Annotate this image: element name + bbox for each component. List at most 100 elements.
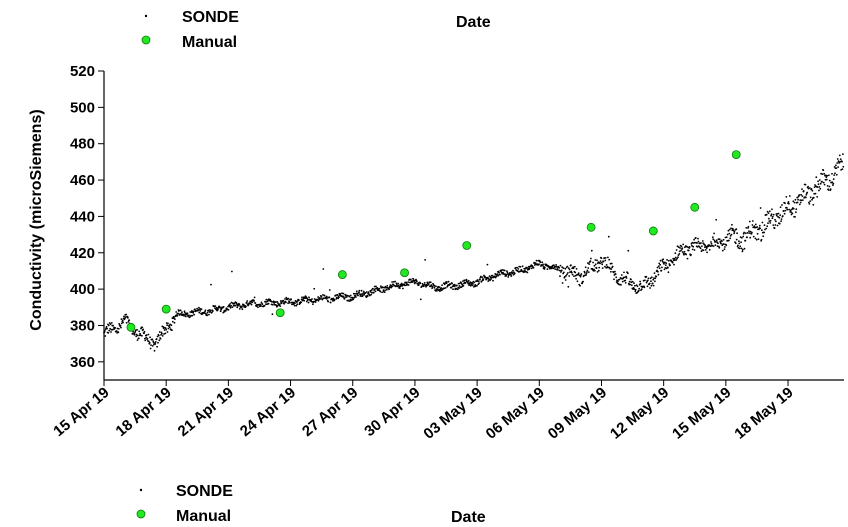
sonde-point [822, 169, 825, 172]
sonde-point [710, 241, 712, 243]
sonde-point [409, 278, 412, 281]
sonde-point [701, 245, 703, 248]
sonde-point [828, 174, 830, 177]
sonde-point [254, 302, 257, 304]
sonde-point [426, 284, 428, 287]
sonde-point [343, 298, 346, 300]
sonde-point [624, 282, 627, 284]
sonde-point [700, 242, 702, 244]
sonde-point [718, 238, 721, 241]
sonde-point [519, 265, 522, 268]
sonde-point [481, 276, 483, 279]
sonde-point [836, 158, 839, 160]
sonde-point [657, 273, 660, 276]
sonde-point [231, 270, 233, 273]
sonde-point [654, 280, 656, 283]
x-axis-title-top: Date [456, 14, 491, 31]
sonde-point [658, 267, 661, 269]
sonde-point [600, 257, 603, 260]
sonde-point [767, 222, 769, 225]
sonde-point [564, 267, 567, 270]
sonde-point [436, 290, 438, 292]
sonde-point [566, 265, 569, 268]
sonde-point [459, 282, 461, 285]
sonde-point [835, 164, 837, 167]
sonde-point [775, 214, 778, 217]
sonde-point [407, 284, 410, 286]
sonde-point [735, 228, 738, 231]
sonde-point [386, 285, 389, 287]
legend-top: SONDE Manual [141, 9, 239, 51]
sonde-point [649, 277, 652, 280]
sonde-point [266, 300, 269, 303]
sonde-point [327, 300, 329, 303]
sonde-point [744, 239, 747, 242]
sonde-point [818, 189, 820, 192]
sonde-point [792, 207, 795, 210]
sonde-point [624, 276, 626, 279]
sonde-point [639, 280, 641, 283]
sonde-point [423, 282, 426, 284]
sonde-point [135, 333, 138, 336]
sonde-point [208, 313, 210, 316]
sonde-point [279, 300, 282, 302]
sonde-point [672, 257, 675, 260]
sonde-point [573, 275, 575, 278]
sonde-point [127, 321, 130, 323]
sonde-point [597, 269, 600, 272]
sonde-point [443, 283, 446, 286]
sonde-point [776, 224, 779, 227]
sonde-point [192, 312, 195, 314]
sonde-point [355, 290, 358, 293]
sonde-point [798, 203, 801, 206]
sonde-point [566, 273, 568, 276]
sonde-point [778, 216, 781, 219]
sonde-point [680, 245, 683, 248]
sonde-point [422, 285, 425, 288]
sonde-point [634, 288, 637, 291]
sonde-point [586, 271, 588, 273]
sonde-point [491, 274, 494, 277]
sonde-point [810, 188, 813, 190]
sonde-point [336, 294, 339, 296]
sonde-point [657, 270, 659, 273]
sonde-point [230, 304, 233, 307]
sonde-point [690, 253, 692, 256]
sonde-point [784, 202, 786, 205]
sonde-point [620, 274, 623, 276]
sonde-point [279, 305, 282, 307]
sonde-point [416, 280, 418, 283]
sonde-point [271, 303, 274, 306]
sonde-point [349, 294, 352, 297]
sonde-point [108, 329, 111, 332]
sonde-point [453, 285, 456, 288]
sonde-point [372, 291, 375, 294]
sonde-point [738, 247, 741, 250]
sonde-point [704, 244, 707, 247]
plot-area [103, 150, 845, 352]
sonde-point [602, 260, 605, 263]
sonde-point [794, 216, 796, 218]
sonde-point [747, 225, 750, 228]
sonde-point [149, 347, 152, 350]
sonde-point [605, 264, 608, 266]
sonde-point [664, 264, 667, 266]
sonde-point [317, 299, 320, 302]
sonde-point [758, 224, 761, 227]
sonde-point [364, 292, 367, 294]
sonde-point [399, 287, 401, 289]
sonde-point [493, 275, 496, 278]
sonde-point [349, 300, 351, 302]
sonde-point [196, 307, 199, 310]
sonde-point [832, 182, 835, 185]
sonde-point [680, 249, 682, 252]
sonde-point [123, 315, 125, 318]
sonde-point [122, 321, 124, 324]
sonde-point [308, 296, 310, 299]
sonde-point [727, 229, 730, 232]
sonde-point [155, 338, 158, 340]
sonde-point [145, 336, 148, 339]
manual-point [731, 150, 741, 160]
sonde-point [772, 224, 775, 227]
sonde-point [743, 247, 746, 250]
